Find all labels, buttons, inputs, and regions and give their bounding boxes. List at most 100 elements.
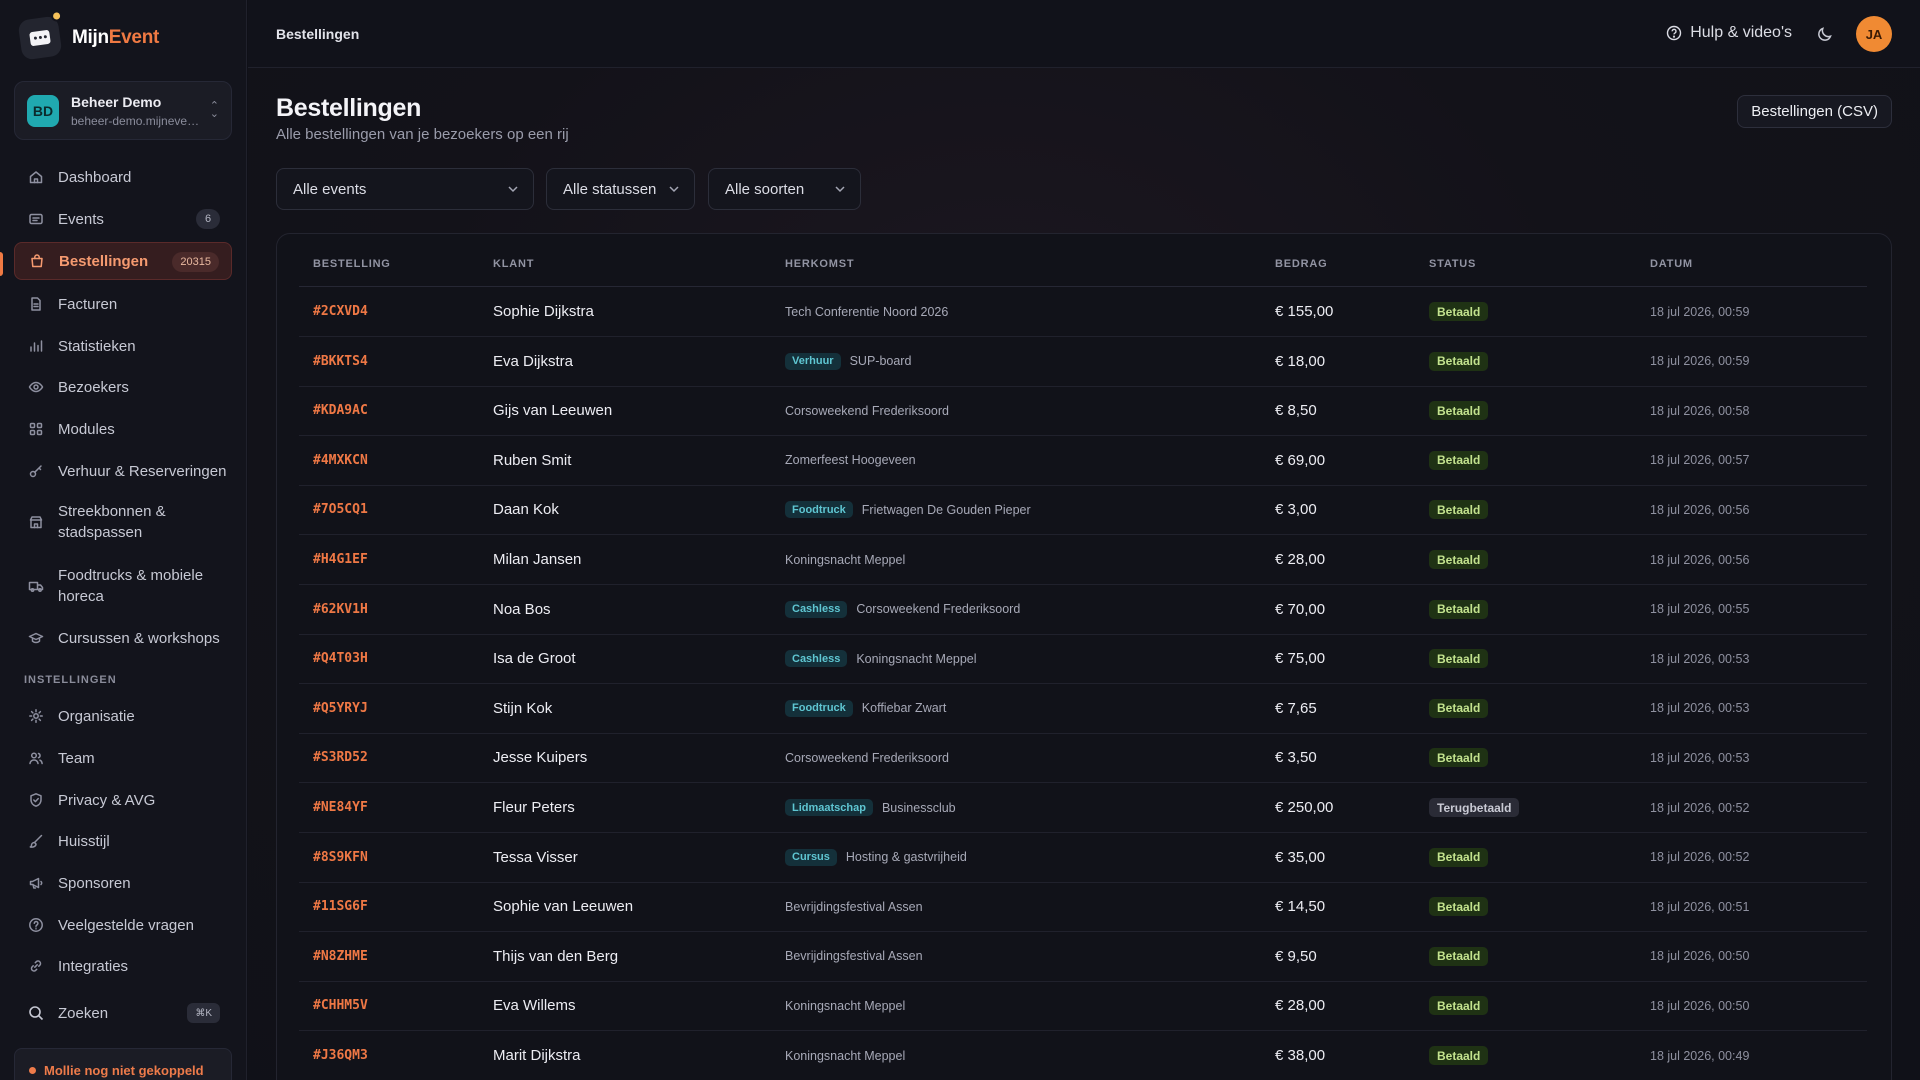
table-row[interactable]: #2CXVD4 Sophie Dijkstra Tech Conferentie N… xyxy=(299,287,1867,337)
sidebar-item-privacy-avg[interactable]: Privacy & AVG xyxy=(14,781,232,819)
table-row[interactable]: #BKKTS4 Eva Dijkstra Verhuur SUP-board € 18,… xyxy=(299,337,1867,387)
order-id-link[interactable]: #4MXKCN xyxy=(313,452,368,468)
moon-icon[interactable] xyxy=(1816,25,1834,43)
grid-icon xyxy=(28,421,44,437)
order-date: 18 jul 2026, 00:56 xyxy=(1650,552,1750,567)
sidebar-item-modules[interactable]: Modules xyxy=(14,410,232,448)
table-row[interactable]: #N8ZHME Thijs van den Berg Bevrijdingsfest… xyxy=(299,932,1867,982)
column-header-customer[interactable]: KLANT xyxy=(493,258,535,270)
table-row[interactable]: #S3RD52 Jesse Kuipers Corsoweekend Frederi… xyxy=(299,733,1867,784)
order-id-link[interactable]: #CHHM5V xyxy=(313,998,368,1014)
origin-text: Frietwagen De Gouden Pieper xyxy=(861,502,1031,517)
sidebar-item-veelgestelde-vragen[interactable]: Veelgestelde vragen xyxy=(14,906,232,944)
table-row[interactable]: #KDA9AC Gijs van Leeuwen Corsoweekend Fred… xyxy=(299,386,1867,437)
order-amount: € 70,00 xyxy=(1275,600,1326,618)
status-badge: Betaald xyxy=(1429,996,1489,1016)
order-status: Betaald xyxy=(1429,585,1489,634)
sidebar-item-label: Bestellingen xyxy=(59,252,149,270)
order-id-link[interactable]: #Q4T03H xyxy=(313,651,368,667)
customer-name: Eva Willems xyxy=(493,997,576,1015)
order-id-link[interactable]: #S3RD52 xyxy=(313,750,368,766)
order-amount: € 38,00 xyxy=(1275,1047,1326,1064)
column-header-amount[interactable]: BEDRAG xyxy=(1275,258,1328,270)
store-icon xyxy=(28,514,44,530)
origin-text: Koningsnacht Meppel xyxy=(785,552,906,567)
sidebar-item-facturen[interactable]: Facturen xyxy=(14,285,232,323)
order-id-link[interactable]: #NE84YF xyxy=(313,800,368,815)
organization-switcher[interactable]: BD Beheer Demo beheer-demo.mijnevent.nl … xyxy=(14,81,232,140)
column-header-order[interactable]: BESTELLING xyxy=(313,258,391,270)
status-badge: Betaald xyxy=(1429,946,1489,966)
search-label: Zoeken xyxy=(58,1004,109,1022)
mollie-notice[interactable]: Mollie nog niet gekoppeld xyxy=(14,1048,232,1080)
sidebar-item-bestellingen[interactable]: Bestellingen 20315 xyxy=(14,242,232,280)
order-id-link[interactable]: #62KV1H xyxy=(313,601,368,617)
order-date: 18 jul 2026, 00:50 xyxy=(1650,998,1750,1013)
order-id-link[interactable]: #Q5YRYJ xyxy=(313,700,368,716)
shield-icon xyxy=(28,792,44,808)
sidebar-item-integraties[interactable]: Integraties xyxy=(14,947,232,985)
sidebar-item-organisatie[interactable]: Organisatie xyxy=(14,697,232,735)
table-row[interactable]: #J36QM3 Marit Dijkstra Koningsnacht Meppel… xyxy=(299,1031,1867,1080)
sidebar-item-bezoekers[interactable]: Bezoekers xyxy=(14,368,232,406)
order-id-link[interactable]: #KDA9AC xyxy=(313,403,368,419)
order-id-link[interactable]: #BKKTS4 xyxy=(313,353,368,369)
help-button[interactable]: Hulp & video's xyxy=(1666,24,1792,42)
table-row[interactable]: #CHHM5V Eva Willems Koningsnacht Meppel € 2… xyxy=(299,981,1867,1032)
ticket-logo-icon xyxy=(17,9,63,61)
order-amount: € 28,00 xyxy=(1275,997,1326,1015)
order-origin: Verhuur SUP-board xyxy=(785,337,911,386)
home-icon xyxy=(28,169,44,185)
sidebar-item-streekbonnen-stadspassen[interactable]: Streekbonnen & stadspassen xyxy=(14,498,232,546)
sidebar-item-statistieken[interactable]: Statistieken xyxy=(14,327,232,365)
table-row[interactable]: #11SG6F Sophie van Leeuwen Bevrijdingsfest… xyxy=(299,882,1867,933)
sidebar-item-huisstijl[interactable]: Huisstijl xyxy=(14,822,232,860)
sidebar-item-events[interactable]: Events 6 xyxy=(14,200,232,238)
sidebar-item-sponsoren[interactable]: Sponsoren xyxy=(14,864,232,902)
events-filter[interactable]: Alle events xyxy=(276,168,534,210)
order-id-link[interactable]: #N8ZHME xyxy=(313,948,368,964)
order-date: 18 jul 2026, 00:57 xyxy=(1650,453,1750,468)
table-row[interactable]: #7O5CQ1 Daan Kok Foodtruck Frietwagen De Go… xyxy=(299,485,1867,536)
status-filter[interactable]: Alle statussen xyxy=(546,168,695,210)
type-filter[interactable]: Alle soorten xyxy=(708,168,861,210)
order-id-link[interactable]: #11SG6F xyxy=(313,899,368,915)
table-row[interactable]: #Q5YRYJ Stijn Kok Foodtruck Koffiebar Zwart… xyxy=(299,684,1867,734)
breadcrumb[interactable]: Bestellingen xyxy=(276,26,360,42)
order-id-link[interactable]: #2CXVD4 xyxy=(313,304,368,319)
sidebar-item-team[interactable]: Team xyxy=(14,739,232,777)
sidebar-item-dashboard[interactable]: Dashboard xyxy=(14,158,232,196)
users-icon xyxy=(28,750,44,766)
column-header-date[interactable]: DATUM xyxy=(1650,258,1693,270)
table-row[interactable]: #Q4T03H Isa de Groot Cashless Koningsnacht … xyxy=(299,634,1867,685)
table-row[interactable]: #62KV1H Noa Bos Cashless Corsoweekend Frede… xyxy=(299,585,1867,635)
order-id-link[interactable]: #8S9KFN xyxy=(313,849,368,865)
app-logo[interactable]: MijnEvent xyxy=(17,9,159,61)
column-header-status[interactable]: STATUS xyxy=(1429,258,1477,270)
sidebar-item-label: Verhuur & Reserveringen xyxy=(58,462,227,480)
user-avatar[interactable]: JA xyxy=(1856,16,1892,52)
column-header-origin[interactable]: HERKOMST xyxy=(785,258,855,270)
status-filter-value: Alle statussen xyxy=(563,180,657,198)
table-row[interactable]: #H4G1EF Milan Jansen Koningsnacht Meppel € … xyxy=(299,535,1867,585)
export-csv-button[interactable]: Bestellingen (CSV) xyxy=(1737,95,1892,128)
order-id-link[interactable]: #7O5CQ1 xyxy=(313,502,368,518)
sidebar-item-cursussen-workshops[interactable]: Cursussen & workshops xyxy=(14,619,232,657)
sidebar-search[interactable]: Zoeken ⌘K xyxy=(14,994,232,1032)
customer-name: Eva Dijkstra xyxy=(493,352,574,370)
table-row[interactable]: #4MXKCN Ruben Smit Zomerfeest Hoogeveen € 6… xyxy=(299,436,1867,486)
count-badge: 6 xyxy=(196,209,220,229)
order-date: 18 jul 2026, 00:58 xyxy=(1650,403,1750,418)
sidebar-item-verhuur-reserveringen[interactable]: Verhuur & Reserveringen xyxy=(14,452,232,490)
order-id-link[interactable]: #J36QM3 xyxy=(313,1048,368,1063)
order-amount: € 250,00 xyxy=(1275,799,1334,816)
table-row[interactable]: #NE84YF Fleur Peters Lidmaatschap Businessc… xyxy=(299,783,1867,833)
order-origin: Zomerfeest Hoogeveen xyxy=(785,436,916,485)
order-date: 18 jul 2026, 00:53 xyxy=(1650,651,1750,666)
order-origin: Koningsnacht Meppel xyxy=(785,535,905,584)
sidebar-item-foodtrucks-mobiele-horeca[interactable]: Foodtrucks & mobiele horeca xyxy=(14,562,232,610)
table-row[interactable]: #8S9KFN Tessa Visser Cursus Hosting & gastv… xyxy=(299,833,1867,883)
active-indicator xyxy=(0,252,3,276)
order-id-link[interactable]: #H4G1EF xyxy=(313,552,368,567)
order-origin: Tech Conferentie Noord 2026 xyxy=(785,287,948,336)
